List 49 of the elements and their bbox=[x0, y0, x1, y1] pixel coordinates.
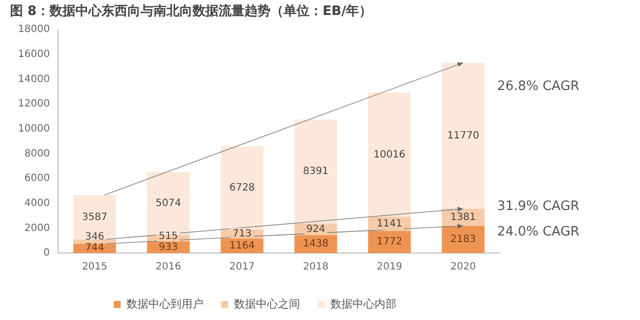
data-label: 1141 bbox=[376, 218, 402, 230]
data-label: 2183 bbox=[450, 234, 476, 246]
bar bbox=[294, 120, 338, 224]
data-label: 713 bbox=[232, 228, 252, 240]
x-tick-label: 2015 bbox=[82, 262, 108, 273]
annotation: 26.8% CAGR bbox=[497, 79, 580, 94]
bar bbox=[73, 239, 116, 244]
data-label: 8391 bbox=[303, 166, 328, 178]
y-tick-label: 12000 bbox=[18, 98, 50, 110]
y-tick-label: 18000 bbox=[18, 24, 50, 36]
data-label: 1438 bbox=[303, 238, 328, 250]
y-tick-label: 6000 bbox=[24, 173, 50, 184]
y-tick-label: 8000 bbox=[24, 148, 50, 160]
bar bbox=[368, 231, 411, 253]
y-tick-label: 16000 bbox=[18, 49, 50, 60]
data-label: 1772 bbox=[376, 236, 402, 248]
y-tick-label: 10000 bbox=[18, 123, 50, 134]
data-label: 5074 bbox=[156, 198, 182, 210]
legend-label: 数据中心内部 bbox=[330, 297, 396, 310]
y-tick-label: 0 bbox=[43, 248, 50, 259]
bar bbox=[368, 92, 411, 217]
x-tick-label: 2017 bbox=[229, 262, 255, 273]
data-label: 346 bbox=[85, 232, 104, 243]
annotation: 31.9% CAGR bbox=[497, 199, 580, 214]
data-label: 515 bbox=[158, 230, 178, 242]
bar bbox=[73, 194, 116, 240]
chart-title: 图 8：数据中心东西向与南北向数据流量趋势（单位：EB/年） bbox=[10, 3, 372, 20]
data-label: 10016 bbox=[374, 149, 406, 160]
data-label: 1164 bbox=[229, 240, 255, 252]
data-label: 3587 bbox=[82, 212, 108, 223]
x-tick-label: 2020 bbox=[450, 262, 476, 273]
data-label: 11770 bbox=[447, 130, 480, 142]
data-label: 924 bbox=[306, 224, 326, 236]
y-tick-label: 2000 bbox=[24, 222, 50, 234]
y-tick-label: 4000 bbox=[24, 198, 50, 209]
x-tick-label: 2018 bbox=[303, 262, 328, 273]
legend-label: 数据中心之间 bbox=[234, 297, 300, 310]
data-label: 6728 bbox=[229, 182, 255, 194]
x-tick-label: 2019 bbox=[376, 262, 402, 273]
y-tick-label: 14000 bbox=[18, 74, 50, 85]
bar bbox=[442, 62, 485, 209]
bar bbox=[220, 146, 264, 230]
x-tick-label: 2016 bbox=[156, 262, 182, 273]
bar bbox=[442, 226, 485, 253]
data-label: 933 bbox=[158, 242, 178, 253]
data-label: 744 bbox=[85, 242, 104, 254]
annotation: 24.0% CAGR bbox=[497, 224, 580, 240]
legend-label: 数据中心到用户 bbox=[126, 297, 204, 310]
data-label: 1381 bbox=[450, 212, 476, 223]
